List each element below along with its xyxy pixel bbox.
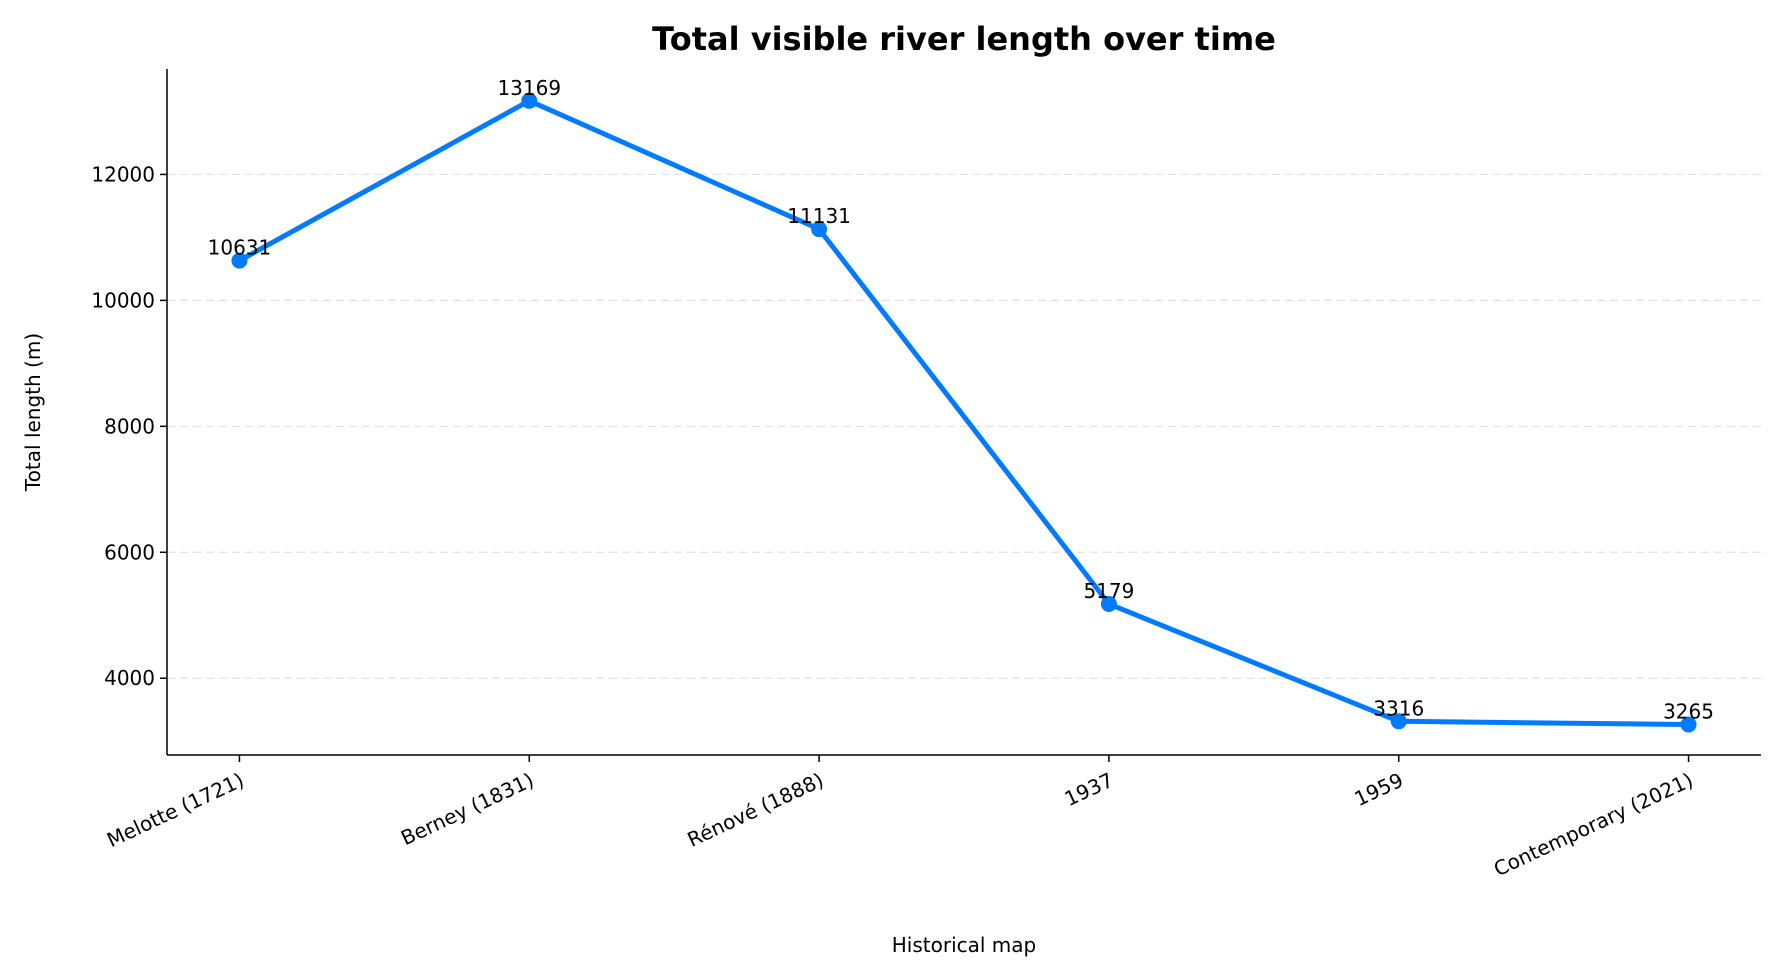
point [811, 221, 828, 238]
y-tick-label: 10000 [91, 288, 155, 312]
y-tick-label: 12000 [91, 162, 155, 186]
data-label: 3265 [1663, 700, 1714, 724]
x-tick-label: Melotte (1721) [103, 768, 247, 852]
data-label: 11131 [787, 204, 851, 228]
point [231, 252, 248, 269]
data-label: 3316 [1373, 696, 1424, 720]
point [1390, 713, 1407, 730]
x-tick-label: 1959 [1351, 768, 1407, 811]
x-axis-label: Historical map [892, 933, 1036, 957]
point [1100, 595, 1117, 612]
x-tick-label: 1937 [1061, 768, 1117, 811]
x-tick-label: Rénové (1888) [684, 768, 828, 852]
x-tick-label: Contemporary (2021) [1490, 768, 1697, 881]
y-tick-label: 6000 [104, 540, 155, 564]
point [1680, 716, 1697, 733]
y-axis-label: Total length (m) [21, 333, 45, 492]
x-tick-label: Berney (1831) [397, 768, 537, 850]
y-tick-label: 8000 [104, 414, 155, 438]
chart-title: Total visible river length over time [652, 20, 1276, 58]
data-label: 13169 [497, 76, 561, 100]
point [521, 92, 538, 109]
y-tick-label: 4000 [104, 666, 155, 690]
line [238, 98, 1689, 728]
data-label: 10631 [208, 236, 272, 260]
data-label: 5179 [1083, 579, 1134, 603]
